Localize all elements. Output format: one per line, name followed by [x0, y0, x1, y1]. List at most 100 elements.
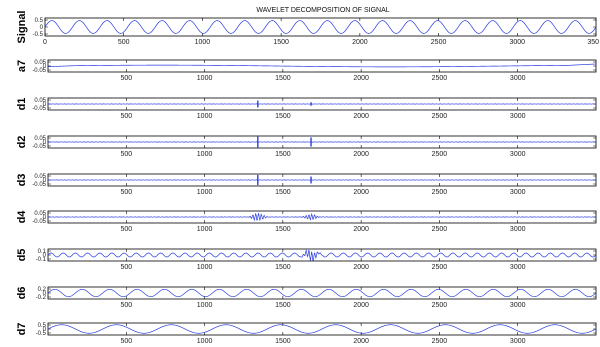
x-tick-label: 3000 — [510, 189, 526, 196]
series-line-a7 — [47, 63, 597, 68]
y-tick-label: -0.05 — [32, 106, 46, 112]
y-tick-label: 0 — [43, 102, 47, 108]
x-tick-label: 1000 — [197, 302, 213, 309]
x-tick-label: 3000 — [510, 113, 526, 120]
series-line-d6 — [47, 288, 597, 298]
x-tick-label: 2500 — [432, 264, 448, 271]
x-tick-label: 3000 — [510, 302, 526, 309]
y-tick-label: 0.05 — [34, 136, 46, 142]
x-tick-label: 1500 — [275, 151, 291, 158]
x-tick-label: 2000 — [353, 151, 369, 158]
y-tick-label: 0.05 — [34, 211, 46, 217]
x-tick-label: 0 — [43, 39, 47, 46]
y-tick-label: 0.5 — [35, 18, 44, 24]
y-tick-label: 0 — [43, 215, 47, 221]
x-tick-label: 1000 — [197, 226, 213, 233]
panel-d6: d6 0.20-0.2 500 1000 1500 2000 2500 3000 — [16, 287, 597, 309]
x-tick-label: 3000 — [510, 75, 526, 82]
y-tick-label: 0.1 — [38, 249, 47, 255]
x-tick-label: 500 — [120, 338, 132, 345]
y-axis-label: d1 — [16, 98, 28, 111]
x-tick-label: 1500 — [275, 189, 291, 196]
x-tick-label: 3000 — [510, 151, 526, 158]
x-tick-label: 1500 — [275, 113, 291, 120]
x-tick-label: 1500 — [275, 338, 291, 345]
x-tick-label: 1500 — [273, 39, 289, 46]
x-tick-label: 1500 — [275, 75, 291, 82]
x-tick-label: 2000 — [353, 226, 369, 233]
x-tick-label: 1500 — [275, 226, 291, 233]
panel-d1: d1 0.050-0.05 500 1000 1500 2000 2500 3000 — [16, 98, 597, 120]
y-axis-label: d4 — [16, 210, 28, 224]
series-line-d4 — [47, 212, 597, 222]
x-tick-label: 2000 — [353, 264, 369, 271]
x-tick-label: 1000 — [197, 113, 213, 120]
series-line-signal — [44, 20, 597, 34]
x-tick-label: 2000 — [353, 338, 369, 345]
x-tick-label: 500 — [120, 226, 132, 233]
panel-d7: d7 0.50-0.5 500 1000 1500 2000 2500 3000 — [16, 323, 597, 345]
x-tick-label: 350 — [587, 39, 599, 46]
x-tick-label: 3000 — [510, 338, 526, 345]
y-tick-label: 0 — [43, 291, 47, 297]
series-line-d7 — [47, 324, 597, 334]
panel-signal: Signal 0.50-0.50 500 1000 1500 2000 2500 3000 35… — [16, 10, 599, 46]
panels-group: Signal 0.50-0.50 500 1000 1500 2000 2500 3000 35… — [16, 10, 599, 345]
x-tick-label: 500 — [118, 39, 130, 46]
panel-a7: a7 0.050-0.05 500 1000 1500 2000 2500 3000 — [16, 59, 597, 82]
x-tick-label: 1500 — [275, 264, 291, 271]
x-tick-label: 1000 — [197, 189, 213, 196]
chart-title: WAVELET DECOMPOSITION OF SIGNAL — [256, 7, 389, 14]
y-axis-label: d2 — [16, 136, 28, 149]
x-tick-label: 500 — [120, 302, 132, 309]
y-tick-label: 0 — [43, 327, 47, 333]
x-tick-label: 1000 — [197, 75, 213, 82]
x-tick-label: 1500 — [275, 302, 291, 309]
x-tick-label: 500 — [120, 113, 132, 120]
x-tick-label: 1000 — [197, 151, 213, 158]
y-tick-label: 0 — [40, 25, 44, 31]
x-tick-label: 2500 — [432, 151, 448, 158]
x-tick-label: 2500 — [432, 338, 448, 345]
y-tick-label: -0.2 — [36, 295, 47, 301]
x-tick-label: 2000 — [353, 113, 369, 120]
x-tick-label: 2500 — [432, 75, 448, 82]
x-tick-label: 2000 — [353, 302, 369, 309]
x-tick-label: 2500 — [431, 39, 447, 46]
panel-d5: d5 0.10-0.1 500 1000 1500 2000 2500 3000 — [16, 249, 597, 271]
y-tick-label: -0.05 — [32, 182, 46, 188]
x-tick-label: 3000 — [510, 264, 526, 271]
y-tick-label: 0 — [43, 253, 47, 259]
y-axis-label: d5 — [16, 249, 28, 262]
y-tick-label: 0.05 — [34, 98, 46, 104]
panel-d4: d4 0.050-0.05 500 1000 1500 2000 2500 3000 — [16, 210, 597, 233]
x-tick-label: 2500 — [432, 302, 448, 309]
x-tick-label: 500 — [120, 75, 132, 82]
x-tick-label: 1000 — [197, 264, 213, 271]
y-tick-label: -0.5 — [36, 331, 47, 337]
y-tick-label: -0.05 — [32, 68, 46, 74]
y-tick-label: -0.1 — [36, 257, 47, 263]
panel-d3: d3 0.050-0.05 500 1000 1500 2000 2500 3000 — [16, 174, 597, 196]
y-axis-label: d3 — [16, 174, 28, 187]
y-tick-label: 0 — [43, 140, 47, 146]
x-tick-label: 1000 — [195, 39, 211, 46]
y-tick-label: 0 — [43, 178, 47, 184]
x-tick-label: 500 — [120, 189, 132, 196]
y-tick-label: -0.05 — [32, 144, 46, 150]
y-tick-label: 0.05 — [34, 174, 46, 180]
x-tick-label: 500 — [120, 264, 132, 271]
y-tick-label: 0 — [43, 64, 47, 70]
x-tick-label: 1000 — [197, 338, 213, 345]
y-tick-label: -0.05 — [32, 219, 46, 225]
x-tick-label: 3000 — [510, 226, 526, 233]
y-tick-label: 0.5 — [38, 323, 47, 329]
panel-d2: d2 0.050-0.05 500 1000 1500 2000 2500 3000 — [16, 136, 597, 158]
y-tick-label: -0.5 — [33, 32, 44, 38]
x-tick-label: 2500 — [432, 113, 448, 120]
x-tick-label: 2500 — [432, 189, 448, 196]
y-tick-label: 0.2 — [38, 287, 47, 293]
y-axis-label: d7 — [16, 323, 28, 336]
y-tick-label: 0.05 — [34, 60, 46, 66]
